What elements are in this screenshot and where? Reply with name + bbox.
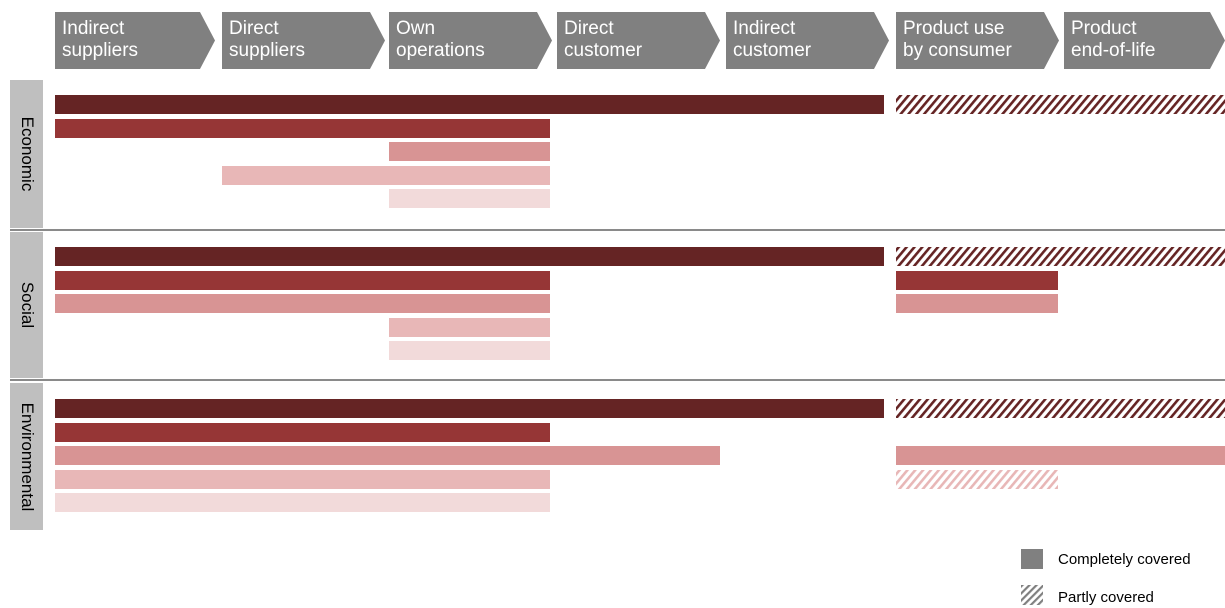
stage-label: Direct customer — [564, 18, 643, 61]
coverage-bar-environmental-level3-indirect-suppliers — [55, 446, 720, 465]
coverage-bar-economic-level1-indirect-suppliers — [55, 95, 884, 114]
coverage-bar-economic-level5-own-operations — [389, 189, 550, 208]
coverage-bar-economic-level3-own-operations — [389, 142, 550, 161]
stage-arrow-shape — [1064, 12, 1225, 69]
coverage-bar-social-level2-indirect-suppliers — [55, 271, 550, 290]
section-divider — [10, 229, 1225, 231]
stage-direct-suppliers: Direct suppliers — [222, 12, 385, 69]
stage-label: Product use by consumer — [903, 18, 1012, 61]
coverage-bar-social-level2-product-use-by-consumer — [896, 271, 1058, 290]
stage-label: Own operations — [396, 18, 485, 61]
stage-indirect-suppliers: Indirect suppliers — [55, 12, 215, 69]
coverage-bar-social-level1-indirect-suppliers — [55, 247, 884, 266]
coverage-bar-environmental-level1-indirect-suppliers — [55, 399, 884, 418]
legend-label-partial: Partly covered — [1058, 589, 1154, 606]
stage-product-end-of-life: Product end-of-life — [1064, 12, 1225, 69]
dimension-tab-environmental: Environmental — [10, 383, 43, 530]
stage-direct-customer: Direct customer — [557, 12, 720, 69]
stage-label: Indirect customer — [733, 18, 812, 61]
stage-arrow-shape — [726, 12, 889, 69]
coverage-bar-social-level1-product-use-by-consumer-partial — [896, 247, 1225, 266]
coverage-bar-environmental-level4-indirect-suppliers — [55, 470, 550, 489]
stage-arrow-shape — [55, 12, 215, 69]
coverage-bar-social-level5-own-operations — [389, 341, 550, 360]
dimension-tab-social: Social — [10, 232, 43, 378]
stage-arrow-shape — [389, 12, 552, 69]
stage-arrow-shape — [896, 12, 1059, 69]
stage-product-use-by-consumer: Product use by consumer — [896, 12, 1059, 69]
section-divider — [10, 379, 1225, 381]
stage-label: Product end-of-life — [1071, 18, 1156, 61]
coverage-bar-economic-level2-indirect-suppliers — [55, 119, 550, 138]
coverage-bar-environmental-level1-product-use-by-consumer-partial — [896, 399, 1225, 418]
stage-own-operations: Own operations — [389, 12, 552, 69]
coverage-bar-environmental-level3-product-use-by-consumer — [896, 446, 1225, 465]
stage-arrow-shape — [222, 12, 385, 69]
coverage-bar-social-level4-own-operations — [389, 318, 550, 337]
stage-arrow-shape — [557, 12, 720, 69]
stage-label: Direct suppliers — [229, 18, 306, 61]
coverage-bar-economic-level4-direct-suppliers — [222, 166, 550, 185]
coverage-bar-social-level3-indirect-suppliers — [55, 294, 550, 313]
dimension-tab-economic: Economic — [10, 80, 43, 228]
coverage-bar-environmental-level2-indirect-suppliers — [55, 423, 550, 442]
stage-label: Indirect suppliers — [62, 18, 139, 61]
legend-label-complete: Completely covered — [1058, 551, 1191, 568]
coverage-bar-economic-level1-product-use-by-consumer-partial — [896, 95, 1225, 114]
stage-indirect-customer: Indirect customer — [726, 12, 889, 69]
coverage-bar-environmental-level5-indirect-suppliers — [55, 493, 550, 512]
coverage-bar-social-level3-product-use-by-consumer — [896, 294, 1058, 313]
coverage-bar-environmental-level4-product-use-by-consumer-partial — [896, 470, 1058, 489]
legend-swatch-partial — [1021, 585, 1043, 605]
legend-swatch-complete — [1021, 549, 1043, 569]
